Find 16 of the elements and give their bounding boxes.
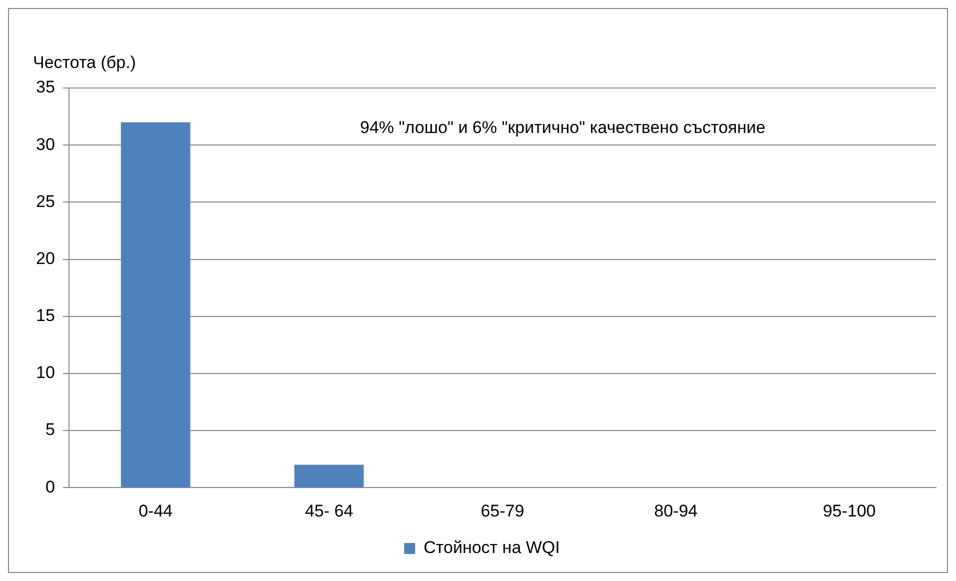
x-tick-label: 45- 64 — [304, 501, 354, 520]
y-tick-label: 10 — [36, 363, 55, 382]
x-tick-label: 95-100 — [822, 501, 876, 520]
y-tick-label: 0 — [45, 477, 55, 496]
y-axis-title: Честота (бр.) — [33, 53, 136, 72]
x-tick-label: 0-44 — [138, 501, 173, 520]
y-tick-label: 25 — [36, 192, 55, 211]
y-tick-label: 15 — [36, 306, 55, 326]
annotation: 94% "лошо" и 6% "критично" качествено състояние — [360, 118, 766, 137]
y-tick-label: 5 — [45, 420, 55, 440]
y-tick-label: 35 — [36, 78, 55, 97]
x-tick-label: 80-94 — [654, 501, 698, 520]
y-tick-label: 30 — [36, 134, 55, 154]
legend-label: Стойност на WQI — [424, 538, 560, 558]
x-tick-label: 65-79 — [480, 501, 524, 520]
y-tick-label: 20 — [36, 248, 55, 268]
